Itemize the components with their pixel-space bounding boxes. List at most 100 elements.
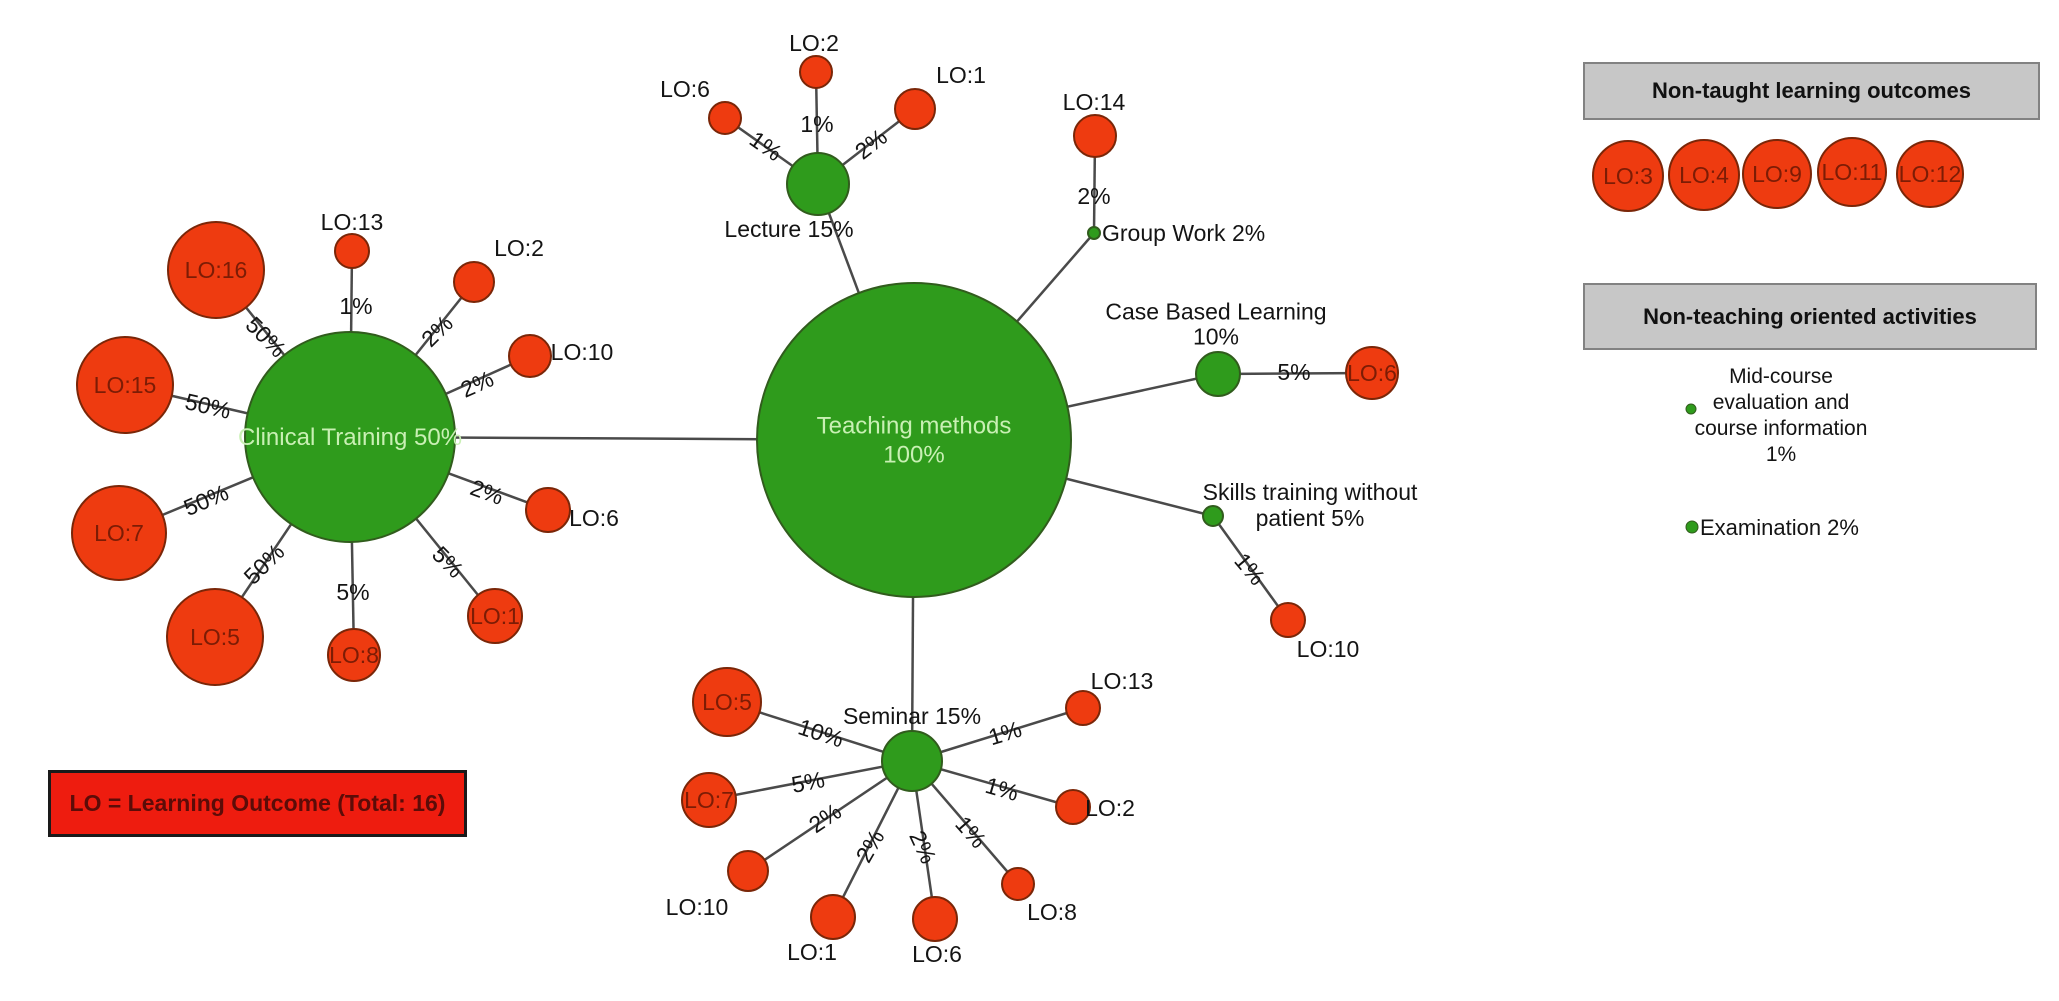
- midcourse-line-1: Mid-course: [1729, 365, 1833, 388]
- label-nt-lo12: LO:12: [1899, 161, 1962, 187]
- midcourse-line-4: 1%: [1765, 443, 1797, 466]
- label-c-lo1: LO:1: [470, 603, 520, 629]
- edge-label-clinical-c-lo15: 50%: [183, 388, 234, 424]
- non-teaching-activities-header: Non-teaching oriented activities: [1583, 283, 2037, 350]
- label-clinical: Clinical Training 50%: [238, 424, 462, 451]
- node-s-lo13-outcome-circle: [1065, 690, 1101, 726]
- node-midcourse-dot-circle: [1685, 403, 1697, 415]
- node-exam-dot-circle: [1685, 520, 1699, 534]
- node-l-lo1-outcome-circle: [894, 88, 936, 130]
- node-seminar-circle: [881, 730, 943, 792]
- node-s-lo5-outcome-circle: [692, 667, 762, 737]
- node-c-lo1-outcome-circle: [467, 588, 523, 644]
- node-c-lo16-outcome-circle: [167, 221, 265, 319]
- edge-seminar-s-lo10: [747, 759, 913, 873]
- node-b-lo6-outcome-circle: [1345, 346, 1399, 400]
- label-c-lo5: LO:5: [190, 624, 240, 650]
- label-s-lo1: LO:1: [787, 939, 837, 965]
- node-lecture-circle: [786, 152, 850, 216]
- label-lecture: Lecture 15%: [724, 216, 853, 242]
- node-c-lo2-outcome-circle: [453, 261, 495, 303]
- node-cbl-circle: [1195, 351, 1241, 397]
- node-groupwork-circle: [1087, 226, 1101, 240]
- label-seminar: Seminar 15%: [843, 703, 981, 729]
- label-l-lo2: LO:2: [789, 30, 839, 56]
- label-teaching-2: 100%: [883, 442, 944, 469]
- label-nt-lo11: LO:11: [1822, 159, 1883, 185]
- label-l-lo6: LO:6: [660, 76, 710, 102]
- label-cbl-1: Case Based Learning: [1105, 298, 1326, 324]
- node-c-lo13-outcome-circle: [334, 233, 370, 269]
- node-c-lo7-outcome-circle: [71, 485, 167, 581]
- node-g-lo14-outcome-circle: [1073, 114, 1117, 158]
- node-clinical-circle: [244, 331, 456, 543]
- node-s-lo10-outcome-circle: [727, 850, 769, 892]
- non-teaching-activities-title: Non-teaching oriented activities: [1643, 303, 1977, 329]
- label-k-lo10: LO:10: [1297, 636, 1360, 662]
- node-nt-lo12-outcome-circle: [1896, 140, 1964, 208]
- node-s-lo2-outcome-circle: [1055, 789, 1091, 825]
- edge-label-clinical-c-lo8: 5%: [336, 579, 369, 605]
- non-taught-outcomes-header: Non-taught learning outcomes: [1583, 62, 2040, 120]
- label-s-lo6: LO:6: [912, 941, 962, 967]
- edge-label-skills-k-lo10: 1%: [1229, 548, 1270, 590]
- node-s-lo8-outcome-circle: [1001, 867, 1035, 901]
- edge-label-clinical-c-lo6: 2%: [467, 474, 507, 510]
- midcourse-evaluation-note: Mid-course evaluation and course informa…: [1686, 364, 1876, 468]
- label-c-lo15: LO:15: [94, 372, 157, 398]
- edge-label-groupwork-g-lo14: 2%: [1077, 183, 1110, 209]
- label-c-lo16: LO:16: [185, 257, 248, 283]
- examination-note: Examination 2%: [1700, 515, 1859, 540]
- label-nt-lo3: LO:3: [1603, 163, 1653, 189]
- node-c-lo15-outcome-circle: [76, 336, 174, 434]
- node-s-lo1-outcome-circle: [810, 894, 856, 940]
- node-k-lo10-outcome-circle: [1270, 602, 1306, 638]
- label-c-lo8: LO:8: [329, 642, 379, 668]
- midcourse-line-2: evaluation and: [1712, 391, 1850, 414]
- label-s-lo7: LO:7: [684, 787, 734, 813]
- label-s-lo2: LO:2: [1085, 795, 1135, 821]
- label-l-lo1: LO:1: [936, 62, 986, 88]
- label-b-lo6: LO:6: [1347, 360, 1397, 386]
- node-nt-lo9-outcome-circle: [1742, 139, 1812, 209]
- edge-label-seminar-s-lo13: 1%: [985, 716, 1024, 751]
- label-c-lo6: LO:6: [569, 505, 619, 531]
- node-l-lo2-outcome-circle: [799, 55, 833, 89]
- edge-label-seminar-s-lo1: 2%: [850, 825, 889, 867]
- edge-label-seminar-s-lo7: 5%: [789, 766, 827, 798]
- edge-label-lecture-l-lo1: 2%: [850, 124, 892, 165]
- edge-label-clinical-c-lo10: 2%: [457, 365, 498, 402]
- edge-seminar-s-lo7: [708, 759, 913, 802]
- node-s-lo7-outcome-circle: [681, 772, 737, 828]
- node-l-lo6-outcome-circle: [708, 101, 742, 135]
- node-skills-circle: [1202, 505, 1224, 527]
- label-s-lo5: LO:5: [702, 689, 752, 715]
- lo-definition-legend: LO = Learning Outcome (Total: 16): [48, 770, 467, 837]
- node-c-lo5-outcome-circle: [166, 588, 264, 686]
- edge-label-clinical-c-lo5: 50%: [239, 539, 290, 590]
- edge-label-lecture-l-lo6: 1%: [745, 126, 787, 166]
- non-taught-outcomes-title: Non-taught learning outcomes: [1652, 78, 1971, 103]
- label-nt-lo9: LO:9: [1752, 161, 1802, 187]
- label-s-lo10: LO:10: [666, 894, 729, 920]
- label-c-lo2: LO:2: [494, 235, 544, 261]
- lo-definition-text: LO = Learning Outcome (Total: 16): [69, 790, 446, 816]
- edge-label-cbl-b-lo6: 5%: [1277, 359, 1310, 385]
- edge-skills-k-lo10: [1211, 515, 1290, 621]
- edge-label-lecture-l-lo2: 1%: [800, 111, 833, 137]
- label-cbl-2: 10%: [1193, 323, 1239, 349]
- label-c-lo7: LO:7: [94, 520, 144, 546]
- node-nt-lo11-outcome-circle: [1817, 137, 1887, 207]
- node-c-lo10-outcome-circle: [508, 334, 552, 378]
- label-s-lo8: LO:8: [1027, 899, 1077, 925]
- label-s-lo13: LO:13: [1091, 668, 1154, 694]
- label-nt-lo4: LO:4: [1679, 162, 1729, 188]
- node-nt-lo4-outcome-circle: [1668, 139, 1740, 211]
- edge-label-clinical-c-lo13: 1%: [339, 293, 372, 319]
- label-skills-1: Skills training without: [1203, 479, 1418, 505]
- label-skills-2: patient 5%: [1256, 505, 1365, 531]
- edge-label-seminar-s-lo10: 2%: [804, 798, 846, 838]
- node-c-lo8-outcome-circle: [327, 628, 381, 682]
- label-c-lo13: LO:13: [321, 209, 384, 235]
